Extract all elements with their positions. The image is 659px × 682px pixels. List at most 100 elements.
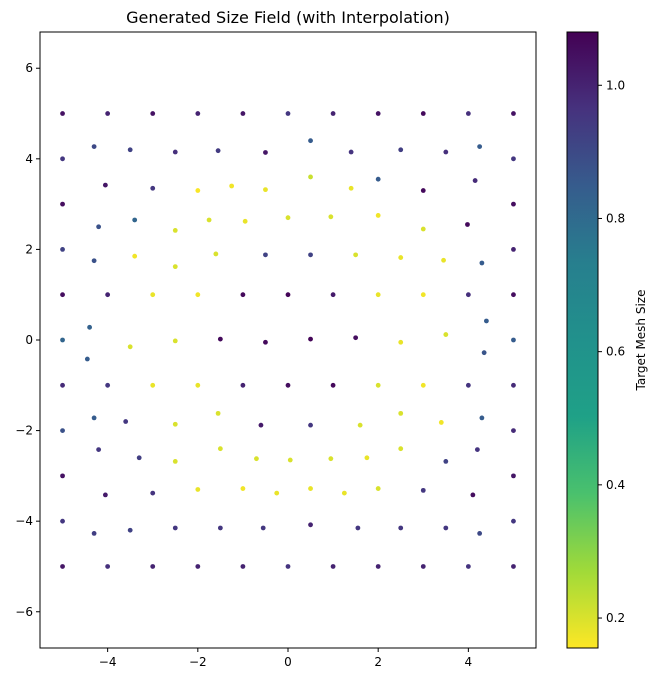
scatter-point [341,490,347,496]
scatter-point [477,531,483,536]
scatter-point [60,111,65,116]
scatter-point [308,252,313,258]
scatter-point [348,185,354,191]
scatter-point [263,339,268,345]
scatter-point [136,455,142,461]
scatter-point [472,178,478,183]
y-tick-label: −2 [15,424,33,438]
scatter-point [398,525,404,531]
scatter-point [60,201,65,207]
scatter-point [420,382,426,388]
x-tick-label: −4 [99,655,117,669]
scatter-point [274,490,280,496]
scatter-point [127,147,133,153]
scatter-point [172,525,178,531]
scatter-point [511,428,516,433]
scatter-point [420,111,426,116]
scatter-point [438,420,444,425]
scatter-point [443,149,449,155]
scatter-point [443,525,449,531]
scatter-point [217,525,223,531]
scatter-point [132,217,138,223]
scatter-point [465,292,471,298]
scatter-point [330,111,336,116]
scatter-point [195,382,201,388]
scatter-point [398,339,404,345]
scatter-point [398,255,404,260]
scatter-point [102,492,108,498]
scatter-point [172,149,178,155]
scatter-point [195,292,201,298]
scatter-point [260,525,266,531]
scatter-point [511,518,516,524]
scatter-point [465,111,471,116]
scatter-point [443,332,449,337]
scatter-point [420,292,426,298]
scatter-point [375,213,381,218]
scatter-point [60,156,65,162]
scatter-point [240,292,246,298]
scatter-point [60,292,65,298]
colorbar-ticks: 0.2 0.4 0.6 0.8 1.0 [598,78,625,625]
scatter-point [91,258,97,264]
scatter-point [308,422,313,428]
plot-frame [39,31,537,649]
scatter-point [195,564,201,569]
scatter-point [217,446,223,452]
scatter-point [465,564,471,569]
scatter-point [511,292,516,298]
scatter-point [481,350,487,356]
scatter-point [375,564,381,569]
scatter-point [60,473,65,479]
scatter-point [127,344,133,350]
scatter-point [150,111,156,116]
scatter-point [308,174,313,180]
scatter-point [150,382,156,388]
scatter-point [240,564,246,569]
scatter-point [364,455,370,461]
scatter-point [102,182,108,188]
scatter-point [84,356,90,362]
scatter-point [150,490,156,496]
y-tick-label: −4 [15,514,33,528]
x-tick-label: 4 [465,655,473,669]
scatter-point [353,335,359,341]
scatter-point [263,252,268,258]
colorbar-label: Target Mesh Size [634,290,648,392]
scatter-point [172,338,178,344]
scatter-point [375,486,381,491]
scatter-point [285,292,291,298]
scatter-point [215,148,221,154]
scatter-point [263,150,268,155]
scatter-point [511,247,516,252]
scatter-point [91,144,97,149]
y-tick-label: 6 [25,61,33,75]
colorbar-tick-label: 0.6 [606,345,625,359]
colorbar-tick-label: 0.4 [606,478,625,492]
scatter-point [132,253,138,259]
scatter-point [477,144,483,149]
scatter-point [60,247,65,252]
scatter-point [96,224,102,230]
scatter-point [285,564,291,569]
scatter-point [357,422,363,428]
y-tick-label: 0 [25,333,33,347]
scatter-point [150,292,156,298]
scatter-point [511,156,516,162]
points-layer [60,111,516,569]
colorbar-tick-label: 1.0 [606,78,625,92]
scatter-point [420,487,426,493]
scatter-point [127,527,133,533]
scatter-point [308,138,313,144]
scatter-point [465,382,471,388]
scatter-point [60,428,65,433]
x-tick-label: 0 [284,655,292,669]
scatter-point [328,214,334,220]
scatter-point [206,217,212,223]
scatter-point [285,215,291,221]
scatter-point [484,318,489,324]
scatter-point [470,492,476,498]
scatter-point [330,564,336,569]
scatter-point [195,487,201,492]
